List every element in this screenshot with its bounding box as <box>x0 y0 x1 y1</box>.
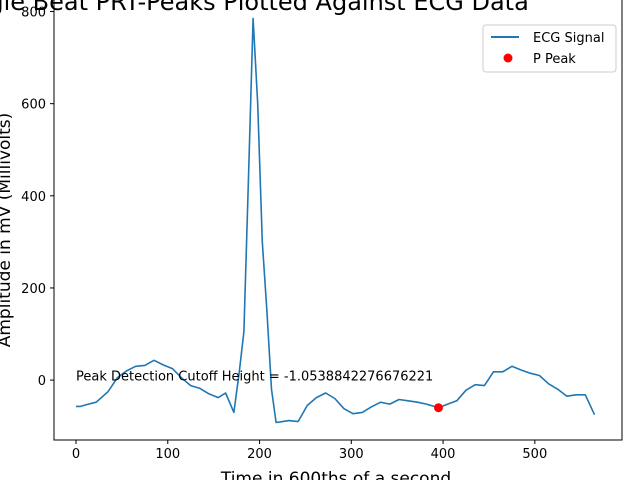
x-axis-label: Time in 600ths of a second <box>220 469 451 480</box>
y-tick-label: 0 <box>38 374 46 389</box>
x-tick-label: 100 <box>155 447 180 462</box>
legend-ecg-signal-label: ECG Signal <box>533 31 604 46</box>
cutoff-annotation: Peak Detection Cutoff Height = -1.053884… <box>76 370 433 385</box>
x-tick-label: 200 <box>247 447 272 462</box>
p-peak-series <box>433 403 443 413</box>
y-axis-label: Amplitude in mV (Millivolts) <box>0 113 15 348</box>
plot-area <box>53 0 623 441</box>
legend-p-peak-label: P Peak <box>533 52 576 67</box>
x-axis: 0 100 200 300 400 500 <box>72 440 547 462</box>
p-peak-marker <box>433 403 443 413</box>
ecg-signal-series <box>76 17 596 424</box>
legend-p-peak-swatch <box>503 53 513 63</box>
x-tick-label: 500 <box>522 447 547 462</box>
chart-title: Single Beat PRT-Peaks Plotted Against EC… <box>0 0 529 16</box>
x-tick-label: 0 <box>72 447 80 462</box>
plot-frame <box>53 0 623 441</box>
y-axis: 0 200 400 600 800 <box>21 6 54 389</box>
x-tick-label: 400 <box>431 447 456 462</box>
x-tick-label: 300 <box>339 447 364 462</box>
y-tick-label: 800 <box>21 6 46 21</box>
legend: ECG Signal P Peak <box>482 24 617 73</box>
ecg-signal-line <box>76 17 596 424</box>
y-tick-label: 600 <box>21 98 46 113</box>
y-tick-label: 200 <box>21 282 46 297</box>
y-tick-label: 400 <box>21 190 46 205</box>
